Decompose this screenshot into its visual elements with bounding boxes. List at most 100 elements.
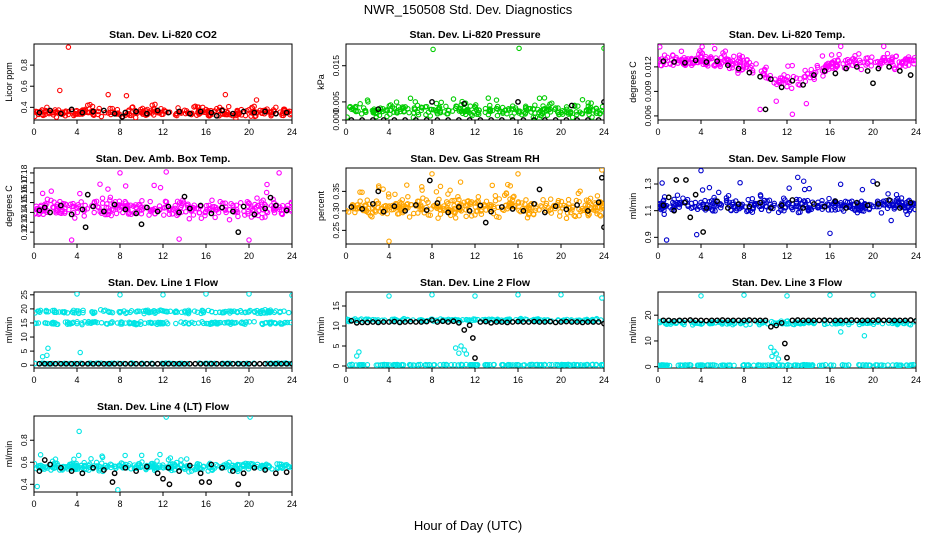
data-point	[789, 317, 796, 324]
data-point	[552, 203, 559, 210]
data-point	[710, 44, 716, 46]
data-point	[880, 317, 887, 324]
data-point	[903, 362, 910, 368]
data-point	[246, 237, 252, 243]
data-point	[119, 319, 125, 326]
data-point	[504, 319, 511, 326]
data-point	[37, 452, 44, 458]
data-point	[149, 206, 156, 213]
data-point	[723, 197, 730, 204]
data-point	[870, 317, 876, 324]
data-point	[564, 109, 570, 116]
data-point	[235, 481, 242, 488]
data-point	[543, 200, 550, 207]
x-tick-label: 12	[470, 251, 480, 261]
y-tick-label: 10	[331, 321, 341, 331]
data-point	[516, 110, 522, 116]
data-point	[809, 362, 816, 368]
data-point	[825, 207, 832, 213]
data-point	[594, 210, 600, 217]
data-point	[488, 319, 495, 326]
data-point	[375, 319, 382, 326]
y-axis-label: ml/min	[4, 441, 14, 468]
data-point	[503, 316, 509, 323]
data-point	[485, 95, 492, 101]
data-point	[348, 204, 355, 210]
data-point	[855, 205, 861, 212]
data-point	[246, 319, 253, 325]
plot-frame	[345, 167, 605, 245]
data-point	[802, 362, 808, 368]
data-point	[763, 74, 769, 81]
data-point	[184, 360, 191, 367]
y-tick-label: 0.4	[19, 101, 29, 113]
y-tick-label: 0.8	[19, 434, 29, 446]
data-point	[896, 317, 903, 324]
data-point	[79, 206, 86, 213]
data-point	[793, 203, 799, 209]
data-point	[143, 463, 150, 470]
data-point	[786, 185, 792, 191]
data-point	[709, 362, 716, 368]
data-point	[886, 203, 893, 209]
data-point	[412, 99, 419, 105]
data-point	[828, 52, 835, 58]
y-tick-label: 0.015	[331, 55, 341, 77]
data-point	[708, 317, 715, 324]
data-point	[208, 308, 215, 315]
data-point	[178, 457, 184, 463]
data-point	[57, 110, 64, 117]
data-point	[461, 108, 468, 114]
data-point	[469, 317, 475, 324]
data-point	[163, 169, 169, 175]
x-tick-label: 0	[31, 251, 36, 261]
data-point	[596, 204, 602, 211]
data-point	[455, 193, 461, 200]
data-point	[396, 319, 403, 326]
data-point	[63, 463, 69, 470]
data-point	[442, 206, 448, 213]
data-point	[445, 209, 452, 216]
panel-title: Stan. Dev. Li-820 Pressure	[409, 29, 540, 41]
data-point	[165, 360, 172, 367]
y-tick-label: 1.1	[643, 204, 653, 216]
data-point	[39, 353, 46, 360]
data-point	[408, 362, 414, 368]
data-point	[902, 317, 909, 324]
data-point	[457, 179, 464, 185]
data-point	[132, 114, 139, 120]
y-tick-label: 0.6	[19, 456, 29, 468]
data-point	[279, 211, 286, 218]
data-point	[262, 320, 268, 326]
y-tick-label: 25	[19, 290, 29, 300]
data-point	[515, 199, 522, 205]
data-point	[773, 98, 779, 104]
x-tick-label: 24	[911, 127, 921, 137]
data-point	[740, 64, 747, 70]
data-point	[171, 467, 178, 473]
data-point	[661, 52, 668, 58]
x-tick-label: 0	[31, 499, 36, 509]
data-point	[109, 105, 116, 112]
data-point	[346, 114, 350, 120]
data-point	[70, 200, 76, 207]
data-point	[402, 207, 409, 214]
data-point	[57, 464, 64, 471]
data-point	[57, 210, 63, 216]
data-point	[757, 199, 764, 206]
data-point	[741, 292, 747, 298]
data-point	[569, 114, 576, 120]
data-point	[692, 191, 699, 198]
data-point	[369, 319, 376, 325]
data-point	[273, 308, 279, 314]
data-point	[264, 360, 271, 367]
data-point	[762, 362, 769, 368]
data-point	[558, 198, 565, 205]
data-point	[483, 198, 490, 205]
data-point	[902, 56, 909, 62]
data-point	[746, 66, 753, 72]
data-point	[287, 319, 292, 326]
data-point	[51, 204, 57, 211]
data-point	[509, 103, 516, 109]
data-point	[601, 45, 604, 52]
